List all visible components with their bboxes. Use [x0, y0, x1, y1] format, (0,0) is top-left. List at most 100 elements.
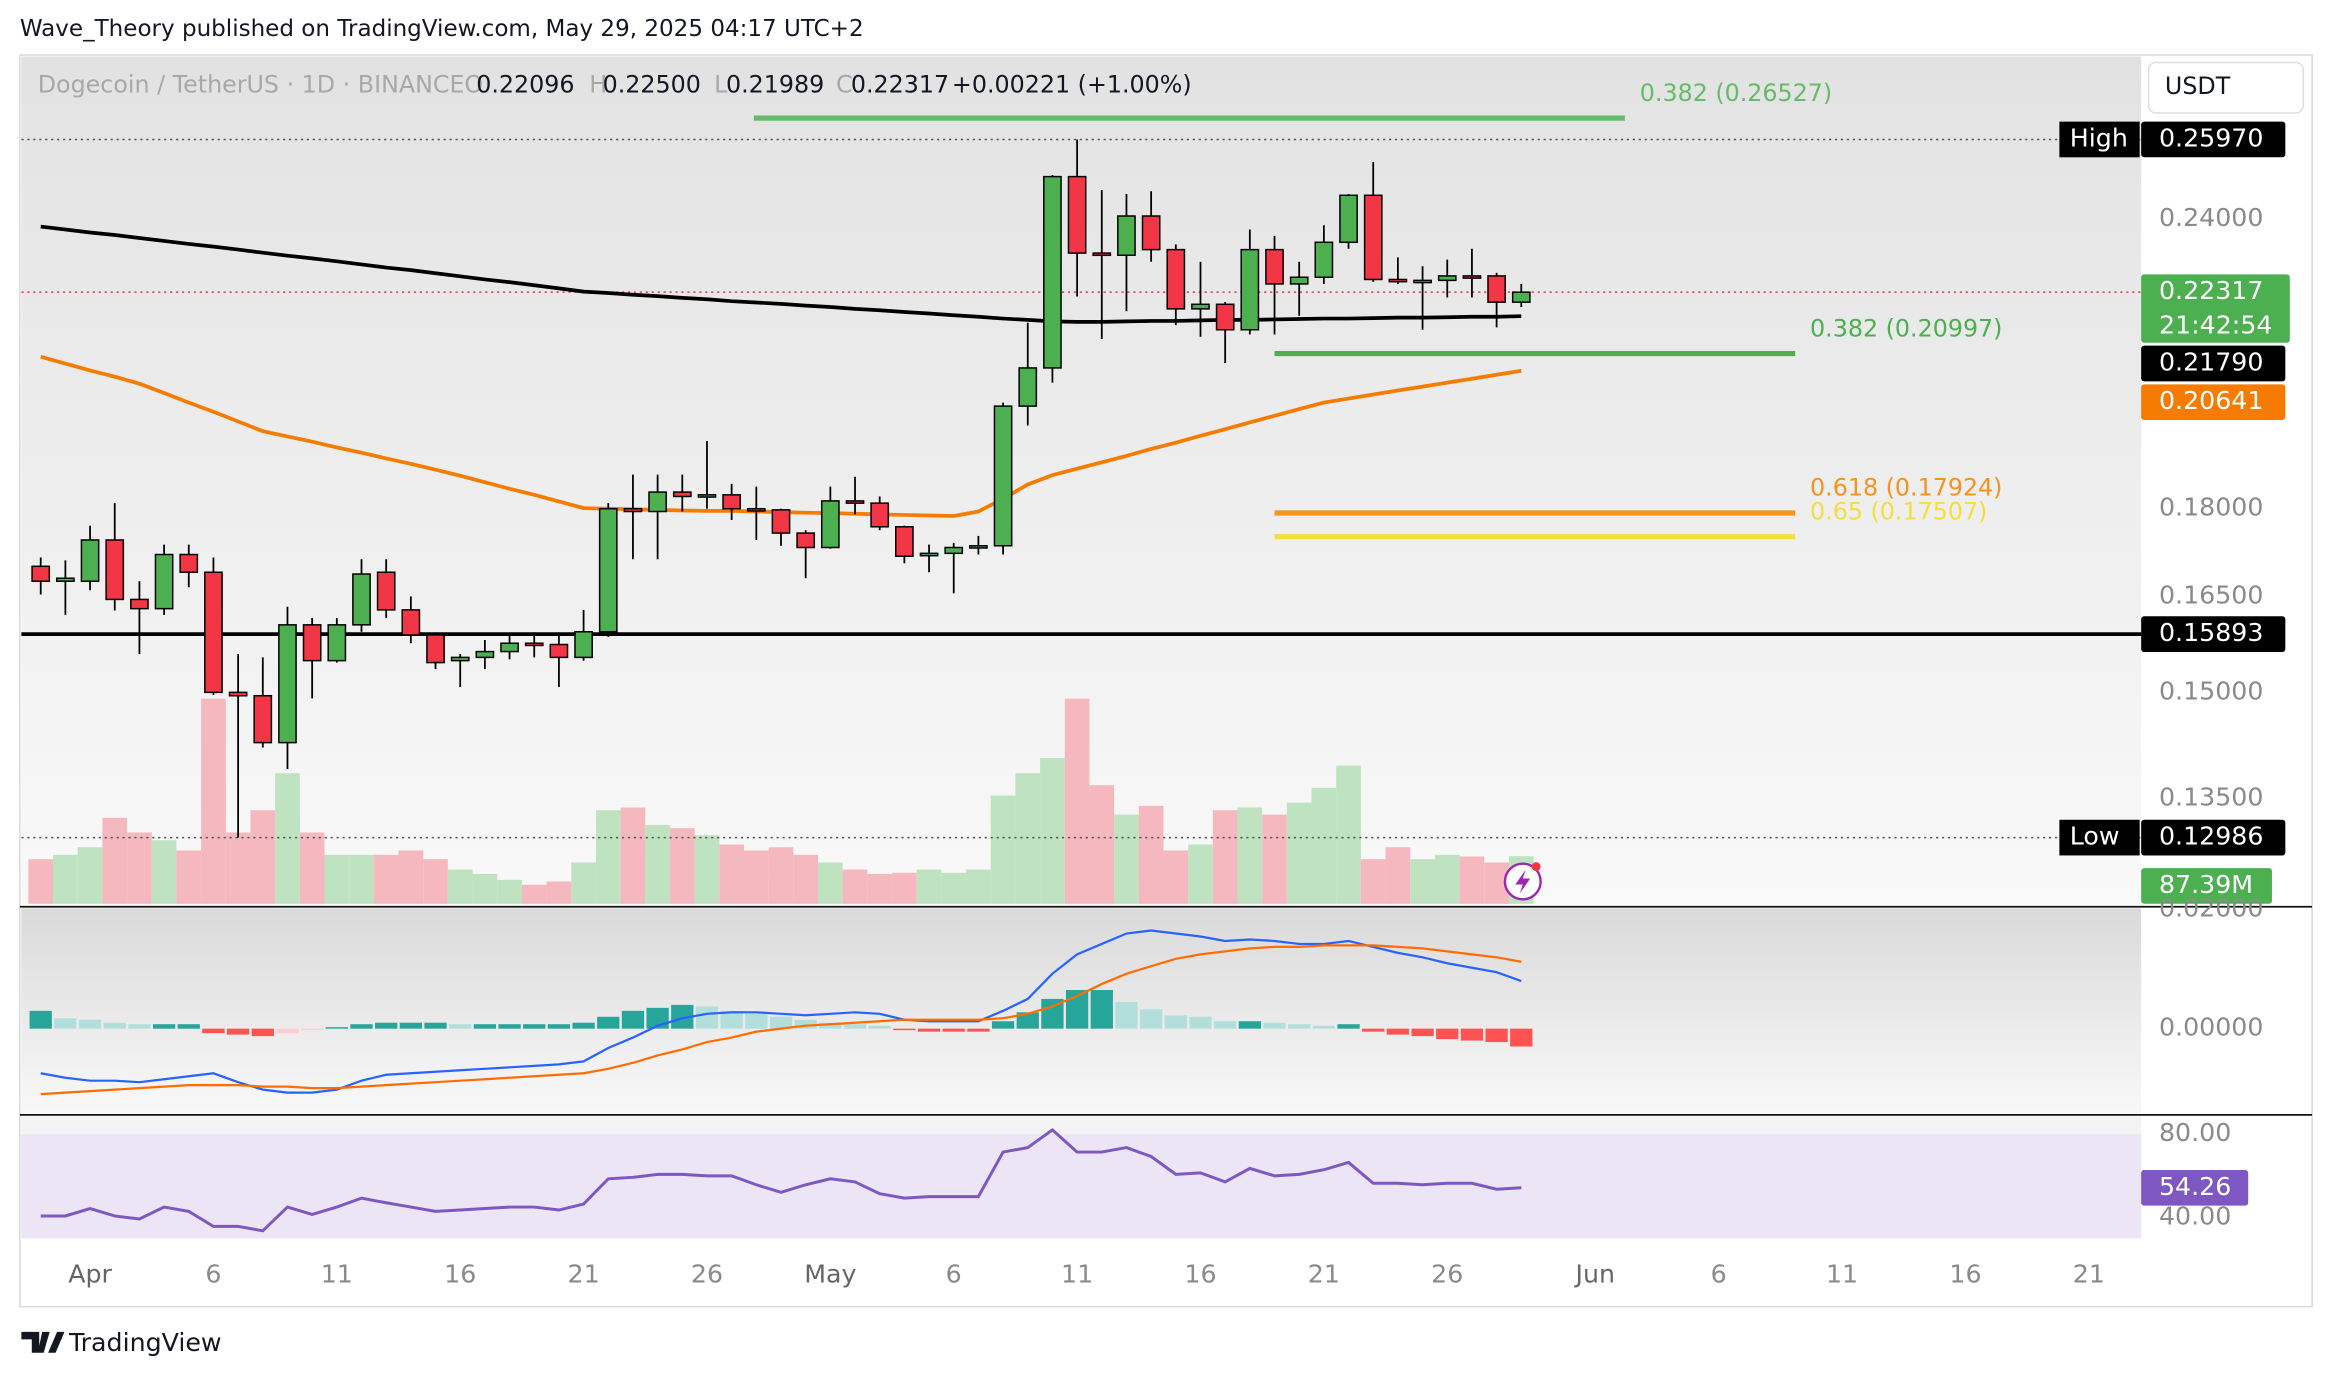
- candle-body: [1339, 194, 1358, 244]
- candle-body: [1191, 303, 1210, 310]
- macd-histogram: [202, 1028, 225, 1034]
- currency-button[interactable]: [2147, 61, 2304, 114]
- currency-label: USDT: [2165, 72, 2231, 100]
- macd-histogram: [1485, 1028, 1508, 1043]
- legend-item: +0.00221 (+1.00%): [952, 71, 1192, 99]
- macd-histogram: [276, 1028, 299, 1034]
- badge-label: 0.22317: [2159, 276, 2263, 305]
- legend-item: 0.22500: [603, 71, 701, 99]
- volume-bar: [1434, 854, 1460, 904]
- y-tick-label: 0.16500: [2159, 580, 2263, 609]
- macd-histogram: [1115, 1001, 1138, 1029]
- volume-bar: [719, 844, 744, 904]
- candle-body: [1511, 291, 1531, 303]
- badge-label: 0.20641: [2159, 386, 2263, 415]
- macd-histogram: [868, 1025, 891, 1029]
- candle-body: [1141, 215, 1161, 251]
- x-tick-label: 6: [205, 1259, 221, 1288]
- volume-bar: [398, 850, 424, 904]
- candle-body: [56, 577, 75, 582]
- y-tick-label: 40.00: [2159, 1201, 2231, 1230]
- legend-item: L: [714, 71, 728, 99]
- macd-histogram: [350, 1024, 373, 1029]
- chart-title: Dogecoin / TetherUS · 1D · BINANCE: [38, 71, 465, 99]
- candle-body: [105, 539, 125, 601]
- volume-bar: [1262, 814, 1287, 904]
- volume-bar: [669, 828, 695, 904]
- volume-bar: [1385, 847, 1411, 904]
- volume-bar: [102, 817, 128, 904]
- x-tick-label: 11: [1826, 1259, 1858, 1288]
- volume-bar: [793, 854, 819, 904]
- candle-body: [154, 553, 174, 610]
- macd-histogram: [54, 1018, 77, 1029]
- fib-label: 0.618 (0.17924): [1810, 474, 2002, 502]
- macd-histogram: [1016, 1012, 1039, 1029]
- volume-bar: [77, 847, 103, 904]
- macd-histogram: [473, 1024, 497, 1029]
- volume-bar: [645, 824, 670, 904]
- macd-histogram: [967, 1028, 990, 1032]
- candle-body: [969, 545, 988, 549]
- y-tick-label: 0.13500: [2159, 783, 2263, 812]
- candle-body: [376, 571, 396, 611]
- volume-bar: [472, 873, 498, 904]
- macd-histogram: [893, 1028, 916, 1031]
- legend-item: C: [836, 71, 853, 99]
- volume-bar: [694, 835, 720, 904]
- volume-bar: [941, 872, 967, 904]
- macd-histogram: [671, 1004, 694, 1029]
- price-badge: [2141, 121, 2286, 158]
- x-tick-label: 11: [1061, 1259, 1093, 1288]
- x-tick-label: 21: [1308, 1259, 1340, 1288]
- price-badge: [2141, 616, 2286, 652]
- macd-histogram: [597, 1016, 620, 1029]
- x-tick-label: 21: [2073, 1259, 2105, 1288]
- macd-histogram: [523, 1024, 546, 1029]
- volume-bar: [842, 869, 868, 904]
- volume-bar: [1360, 859, 1386, 904]
- candle-body: [352, 573, 371, 626]
- volume-bar: [53, 854, 78, 904]
- x-tick-label: 16: [1949, 1259, 1981, 1288]
- volume-bar: [225, 832, 251, 904]
- macd-histogram: [103, 1022, 126, 1029]
- macd-histogram: [1288, 1024, 1311, 1029]
- candle-body: [524, 642, 544, 647]
- candle-body: [1240, 248, 1260, 331]
- badge-label: 0.21790: [2159, 348, 2263, 377]
- candle-body: [204, 571, 223, 694]
- badge-label: 0.25970: [2159, 123, 2263, 152]
- candle-body: [796, 532, 816, 549]
- rsi-badge: [2141, 1169, 2249, 1206]
- x-tick-label: 16: [444, 1259, 476, 1288]
- x-tick-label: Jun: [1574, 1259, 1615, 1288]
- macd-histogram: [399, 1022, 422, 1029]
- macd-histogram: [1460, 1028, 1484, 1041]
- y-tick-label: 0.24000: [2159, 203, 2263, 232]
- x-tick-label: 16: [1184, 1259, 1216, 1288]
- volume-bar: [1237, 807, 1263, 904]
- macd-histogram: [720, 1010, 743, 1029]
- macd-histogram: [325, 1027, 348, 1029]
- candle-body: [574, 631, 593, 659]
- candle-body: [179, 553, 199, 573]
- macd-histogram: [1189, 1016, 1212, 1029]
- candle-body: [302, 624, 322, 662]
- macd-line: [40, 944, 1522, 1096]
- x-tick-label: Apr: [68, 1259, 112, 1288]
- macd-histogram: [547, 1024, 571, 1029]
- candle-body: [672, 491, 692, 498]
- macd-histogram: [1411, 1028, 1434, 1037]
- volume-bar: [1286, 802, 1312, 904]
- candle-body: [993, 405, 1013, 547]
- candle-body: [1215, 303, 1235, 331]
- volume-bar: [1212, 810, 1238, 904]
- candle-body: [1437, 275, 1457, 282]
- candle-body: [598, 507, 618, 633]
- candle-body: [845, 500, 865, 504]
- x-tick-label: 26: [691, 1259, 723, 1288]
- volume-bar: [990, 795, 1016, 904]
- volume-bar: [916, 869, 942, 904]
